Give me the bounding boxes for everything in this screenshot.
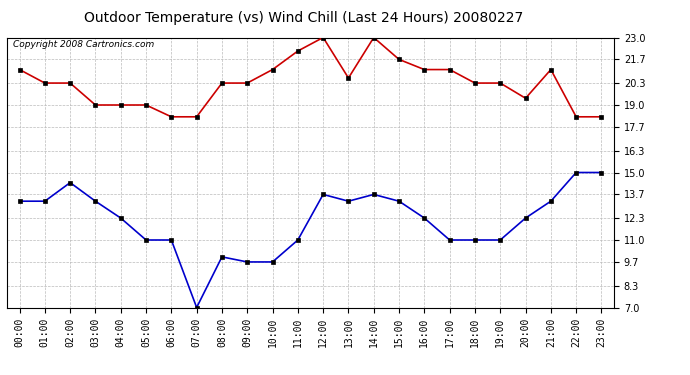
Text: Copyright 2008 Cartronics.com: Copyright 2008 Cartronics.com: [13, 40, 155, 49]
Text: Outdoor Temperature (vs) Wind Chill (Last 24 Hours) 20080227: Outdoor Temperature (vs) Wind Chill (Las…: [84, 11, 523, 25]
